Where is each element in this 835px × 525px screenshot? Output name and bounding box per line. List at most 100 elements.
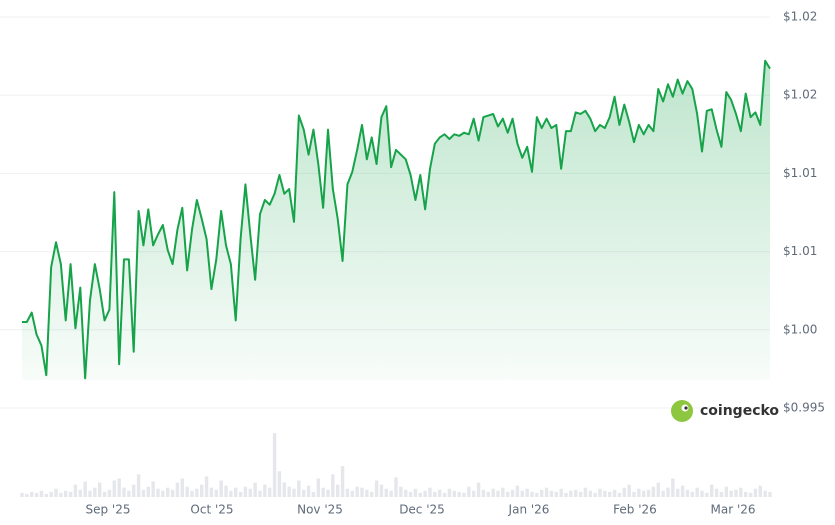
volume-bar — [564, 492, 568, 497]
x-tick-label: Oct '25 — [190, 503, 233, 517]
volume-bar — [457, 491, 461, 497]
volume-bar — [627, 484, 631, 497]
y-tick-label: $1.01 — [783, 244, 817, 258]
volume-bar — [608, 491, 612, 497]
volume-bar — [690, 491, 694, 497]
volume-bar — [603, 490, 607, 497]
volume-bar — [588, 490, 592, 497]
volume-bar — [501, 487, 505, 497]
volume-bar — [292, 488, 296, 497]
volume-bar — [389, 490, 393, 497]
volume-bar — [685, 489, 690, 497]
volume-bar — [472, 490, 476, 497]
volume-bar — [559, 488, 563, 497]
volume-bar — [632, 491, 636, 497]
y-tick-label: $1.00 — [783, 322, 817, 336]
volume-bar — [520, 490, 524, 497]
volume-bar — [753, 488, 758, 497]
volume-bar — [166, 487, 170, 497]
x-tick-label: Mar '26 — [710, 503, 755, 517]
volume-bar — [122, 487, 126, 497]
volume-bar — [180, 478, 184, 497]
volume-bar — [253, 482, 257, 497]
volume-bar — [506, 491, 510, 497]
volume-bar — [243, 486, 248, 497]
volume-bar — [724, 486, 728, 497]
volume-bar — [739, 487, 743, 497]
volume-bar — [355, 486, 359, 497]
x-tick-label: Nov '25 — [297, 503, 343, 517]
volume-bar — [78, 489, 82, 497]
volume-bar — [200, 484, 204, 497]
volume-bar — [671, 478, 675, 497]
volume-bar — [374, 480, 379, 497]
volume-bar — [54, 488, 58, 497]
y-tick-label: $1.02 — [783, 88, 817, 102]
volume-bar — [418, 492, 422, 497]
volume-bar — [161, 490, 165, 497]
area — [22, 60, 770, 380]
volume-bar — [185, 486, 189, 497]
volume-bar — [540, 489, 544, 497]
volume-bar — [238, 491, 243, 497]
volume-bar — [350, 490, 354, 497]
volume-bar — [146, 486, 150, 497]
volume-bar — [49, 491, 53, 497]
volume-bar — [433, 491, 437, 497]
volume-bar — [574, 489, 578, 497]
volume-bar — [404, 489, 408, 497]
volume-bar — [345, 488, 350, 497]
volume-bar — [544, 487, 549, 497]
volume-bar — [365, 489, 369, 497]
volume-bar — [593, 492, 597, 497]
volume-bar — [744, 491, 748, 497]
volume-bar — [710, 484, 714, 497]
volume-bar — [20, 492, 24, 497]
volume-bar — [515, 485, 520, 497]
volume-bar — [598, 488, 602, 497]
y-tick-label: $1.02 — [783, 10, 817, 24]
volume-bar — [151, 481, 155, 497]
y-tick-label: $1.01 — [783, 166, 817, 180]
price-line — [22, 59, 771, 380]
volume-bar — [229, 490, 233, 497]
volume-bar — [107, 489, 112, 497]
volume-bar — [476, 482, 481, 497]
volume-bar — [486, 491, 490, 497]
volume-bar — [530, 491, 534, 497]
volume-bar — [302, 489, 306, 497]
volume-bar — [73, 484, 78, 497]
volume-bar — [768, 491, 772, 497]
volume-bar — [306, 485, 311, 497]
volume-bar — [219, 480, 223, 497]
volume-bar — [102, 491, 107, 497]
volume-bar — [428, 487, 432, 497]
volume-bar — [646, 489, 651, 497]
volume-bar — [651, 486, 656, 497]
x-tick-label: Feb '26 — [613, 503, 657, 517]
volume-bar — [734, 489, 738, 497]
volume-bar — [112, 480, 116, 497]
volume-bar — [729, 490, 733, 497]
volume-bar — [132, 484, 136, 497]
brand: coingecko — [700, 403, 779, 419]
volume-bar — [719, 491, 724, 497]
volume-bar — [117, 478, 121, 497]
volume-bar — [510, 489, 515, 497]
volume-bar — [661, 490, 665, 497]
volume-bar — [336, 484, 340, 497]
volume-bar — [30, 491, 34, 497]
volume-bar — [195, 488, 199, 497]
volume-bar — [695, 487, 699, 497]
volume-bar — [705, 492, 709, 497]
volume-bar — [64, 490, 68, 497]
volume-bar — [676, 488, 680, 497]
volume-bar — [360, 487, 364, 497]
volume-bar — [399, 486, 403, 497]
logo: coingecko — [671, 400, 779, 422]
volume-bar — [175, 482, 180, 497]
volume-bar — [549, 490, 554, 497]
volume-bar — [209, 487, 214, 497]
volume-bar — [438, 489, 442, 497]
